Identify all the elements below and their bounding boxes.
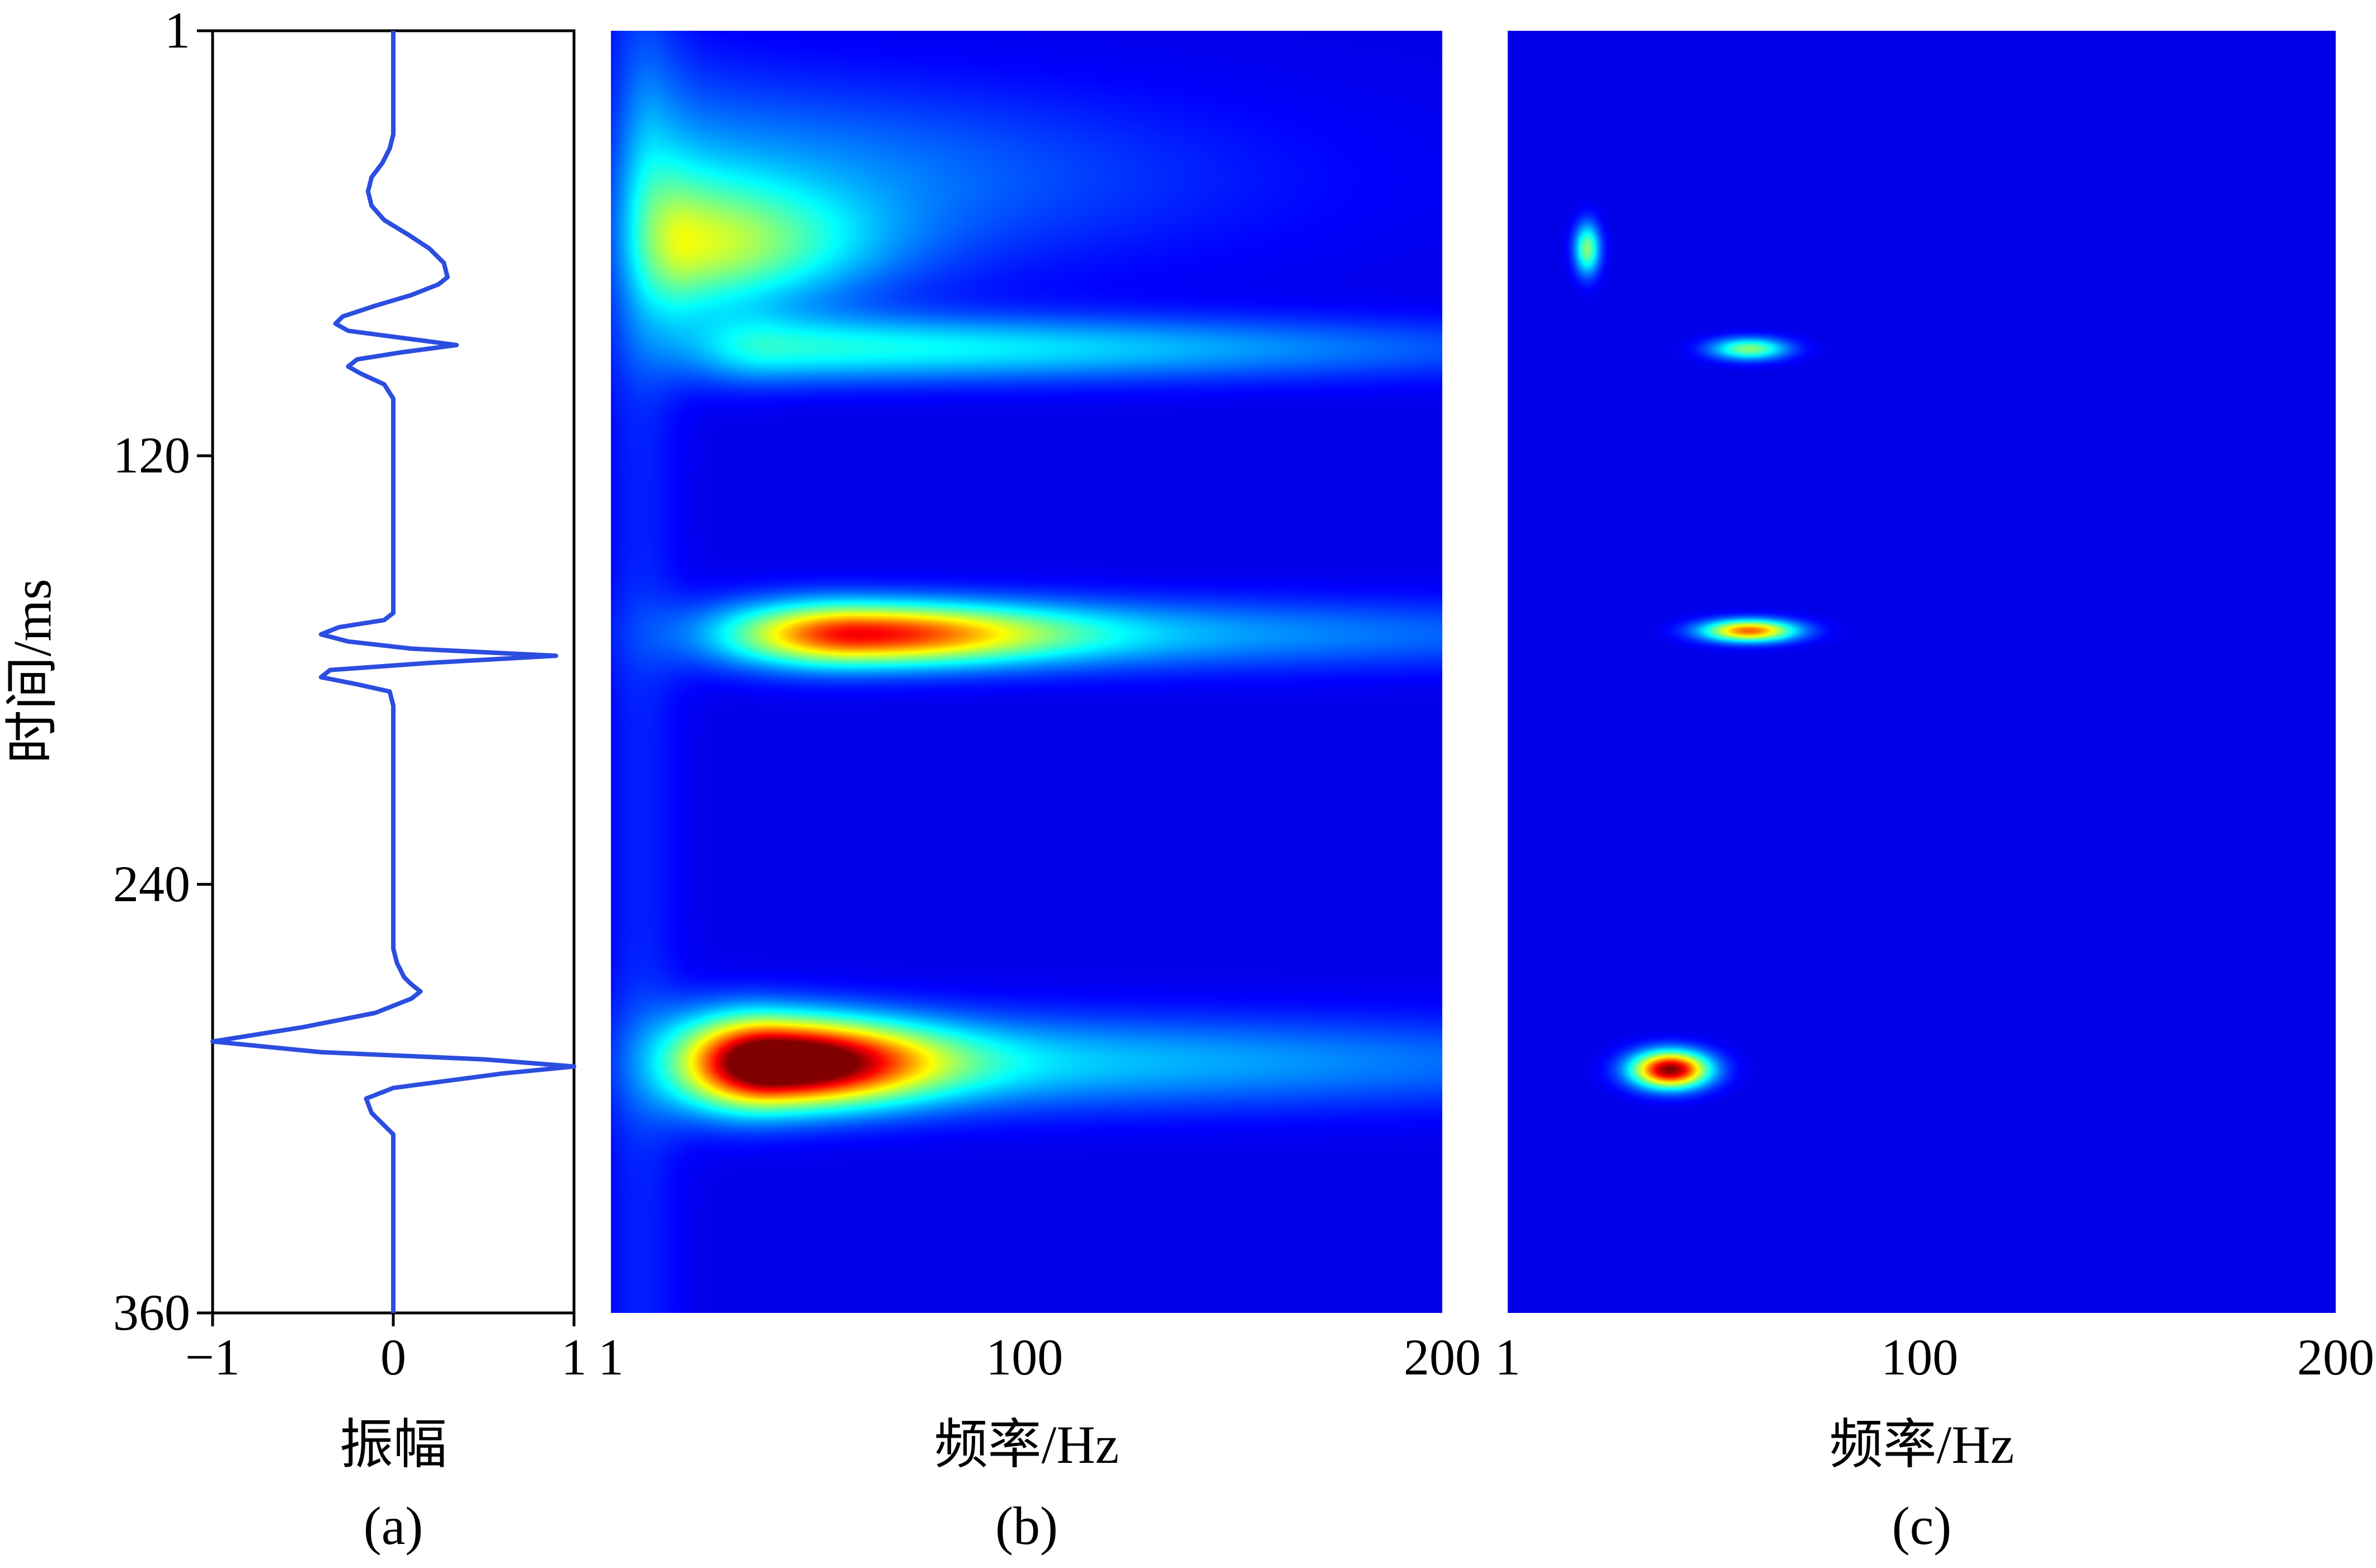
x-tick-label: 100 (1881, 1329, 1958, 1386)
y-axis-label: 时间/ms (2, 579, 62, 764)
panel-caption-a: (a) (364, 1496, 424, 1556)
time-frequency-heatmap-b (611, 31, 1442, 1313)
x-axis-label-b: 频率/Hz (934, 1415, 1119, 1475)
x-axis-label-c: 频率/Hz (1829, 1415, 2015, 1475)
x-axis-label-a: 振幅 (340, 1415, 447, 1475)
panel-caption-c: (c) (1892, 1496, 1952, 1556)
amplitude-trace-line (210, 31, 576, 1313)
y-tick-label: 360 (113, 1284, 190, 1341)
panel-b-time-frequency: 1 100 200 频率/Hz (b) (598, 31, 1481, 1556)
x-tick-label: 0 (380, 1329, 406, 1386)
panel-b-ticks: 1 100 200 (598, 1329, 1481, 1386)
panel-a-frame (211, 29, 576, 1315)
y-tick-label: 120 (113, 427, 190, 484)
x-tick-label: 1 (1495, 1329, 1521, 1386)
panel-c-ticks: 1 100 200 (1495, 1329, 2374, 1386)
panel-a-ticks: 1 120 240 360−1 0 1 (113, 2, 587, 1386)
time-frequency-heatmap-c (1508, 31, 2336, 1313)
x-tick-label: 1 (598, 1329, 624, 1386)
x-tick-label: 1 (561, 1329, 587, 1386)
panel-caption-b: (b) (995, 1496, 1058, 1556)
y-tick-label: 1 (164, 2, 190, 59)
x-tick-label: 100 (986, 1329, 1063, 1386)
x-tick-label: 200 (1404, 1329, 1481, 1386)
y-tick-label: 240 (113, 855, 190, 912)
amplitude-trace-series (210, 31, 576, 1313)
panel-a-amplitude-trace: 1 120 240 360−1 0 1 振幅 时间/ms (a) (2, 2, 587, 1556)
x-tick-label: −1 (185, 1329, 240, 1386)
x-tick-label: 200 (2297, 1329, 2374, 1386)
panel-c-time-frequency: 1 100 200 频率/Hz (c) (1495, 31, 2374, 1556)
